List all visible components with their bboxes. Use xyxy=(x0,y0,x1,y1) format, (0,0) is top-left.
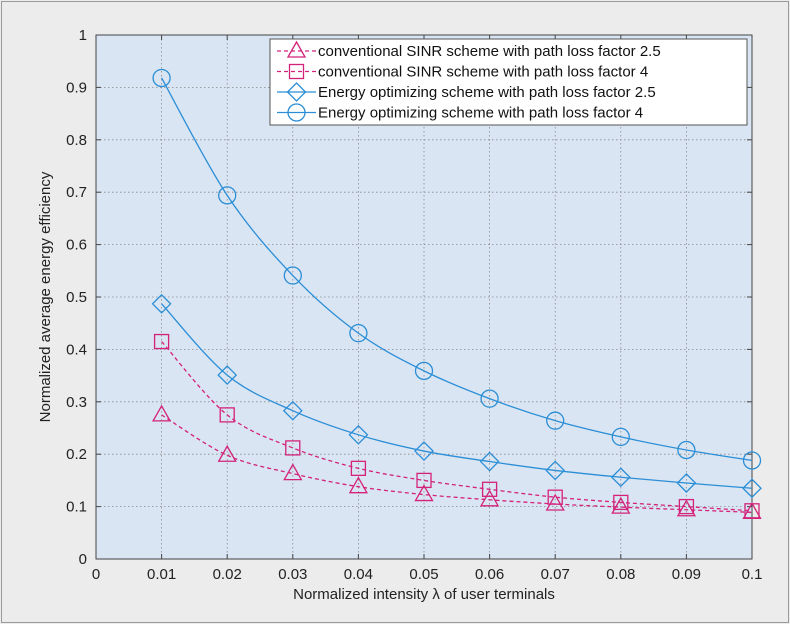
data-point-square xyxy=(219,407,235,423)
data-point-circle xyxy=(677,440,696,460)
x-tick-label: 0 xyxy=(92,566,100,583)
data-point-circle xyxy=(546,411,565,430)
x-tick-label: 0.01 xyxy=(147,566,176,583)
data-point-circle xyxy=(611,427,630,447)
legend-entry-label: Energy optimizing scheme with path loss … xyxy=(318,105,643,122)
data-point-circle xyxy=(414,361,434,381)
data-point-triangle xyxy=(217,444,237,462)
data-point-diamond xyxy=(348,424,369,445)
x-axis-label: Normalized intensity λ of user terminals xyxy=(293,586,555,603)
data-point-circle xyxy=(742,451,762,470)
data-point-square xyxy=(613,494,629,511)
y-axis-label: Normalized average energy efficiency xyxy=(37,171,54,422)
data-point-triangle xyxy=(545,493,565,511)
data-point-circle xyxy=(480,389,499,408)
data-point-diamond xyxy=(151,293,172,314)
legend: conventional SINR scheme with path loss … xyxy=(269,38,748,126)
data-point-diamond xyxy=(610,467,631,488)
x-tick-label: 0.07 xyxy=(541,566,570,583)
data-point-circle xyxy=(283,266,302,285)
data-point-square xyxy=(350,460,367,476)
data-point-diamond xyxy=(742,478,762,499)
legend-marker-circle xyxy=(287,103,306,122)
y-tick-label: 0.5 xyxy=(66,289,87,306)
data-point-circle xyxy=(152,68,171,88)
series-group xyxy=(151,68,762,520)
data-point-diamond xyxy=(217,365,238,385)
x-tick-label: 0.02 xyxy=(213,566,242,583)
data-point-square xyxy=(285,440,301,456)
data-point-square xyxy=(416,472,432,489)
y-tick-label: 0.1 xyxy=(66,499,87,516)
series-3 xyxy=(151,293,762,499)
data-point-diamond xyxy=(545,460,566,481)
y-axis-ticks: 0 0.1 0.2 0.3 0.4 0.5 0.6 0.7 0.8 0.9 1 xyxy=(66,27,752,568)
data-point-triangle xyxy=(611,496,631,514)
data-point-square xyxy=(744,503,760,519)
data-point-diamond xyxy=(282,400,303,421)
series-2 xyxy=(153,333,760,519)
x-tick-label: 0.03 xyxy=(278,566,307,583)
data-point-diamond xyxy=(479,451,500,472)
y-tick-label: 1 xyxy=(79,27,87,44)
x-tick-label: 0.1 xyxy=(742,566,763,583)
data-point-square xyxy=(547,489,563,505)
data-point-circle xyxy=(349,324,368,343)
data-point-triangle xyxy=(348,476,369,494)
series-line xyxy=(161,303,753,489)
x-tick-label: 0.04 xyxy=(344,566,373,583)
data-point-triangle xyxy=(676,499,697,517)
series-line xyxy=(161,341,753,512)
y-tick-label: 0.4 xyxy=(66,341,87,358)
data-point-square xyxy=(678,498,695,515)
legend-entry-label: conventional SINR scheme with path loss … xyxy=(318,64,648,81)
y-tick-label: 0.9 xyxy=(66,79,87,96)
data-point-diamond xyxy=(414,441,434,461)
y-tick-label: 0 xyxy=(79,551,87,568)
legend-entry-label: conventional SINR scheme with path loss … xyxy=(318,43,661,60)
y-tick-label: 0.3 xyxy=(66,394,87,411)
data-point-square xyxy=(153,333,170,350)
x-axis-ticks: 0 0.01 0.02 0.03 0.04 0.05 0.06 0.07 0.08 0.09 0.1 xyxy=(92,35,763,583)
x-tick-label: 0.08 xyxy=(606,566,635,583)
series-4 xyxy=(152,68,762,470)
data-point-circle xyxy=(218,186,237,205)
y-tick-label: 0.8 xyxy=(66,132,87,149)
data-point-triangle xyxy=(479,489,500,507)
legend-entry-label: Energy optimizing scheme with path loss … xyxy=(318,84,656,101)
series-line xyxy=(161,414,753,514)
legend-marker-diamond xyxy=(286,82,307,102)
x-tick-label: 0.09 xyxy=(672,566,701,583)
legend-box xyxy=(269,38,748,126)
x-tick-label: 0.06 xyxy=(475,566,504,583)
y-tick-label: 0.7 xyxy=(66,184,87,201)
data-point-square xyxy=(481,481,498,497)
data-point-triangle xyxy=(151,404,172,422)
y-tick-label: 0.6 xyxy=(66,237,87,254)
legend-marker-triangle xyxy=(286,40,307,58)
data-point-triangle xyxy=(414,484,434,502)
y-tick-label: 0.2 xyxy=(66,446,87,463)
series-line xyxy=(161,77,753,462)
data-point-diamond xyxy=(676,473,697,493)
x-tick-label: 0.05 xyxy=(409,566,438,583)
data-point-triangle xyxy=(283,463,303,481)
legend-marker-square xyxy=(288,63,305,80)
